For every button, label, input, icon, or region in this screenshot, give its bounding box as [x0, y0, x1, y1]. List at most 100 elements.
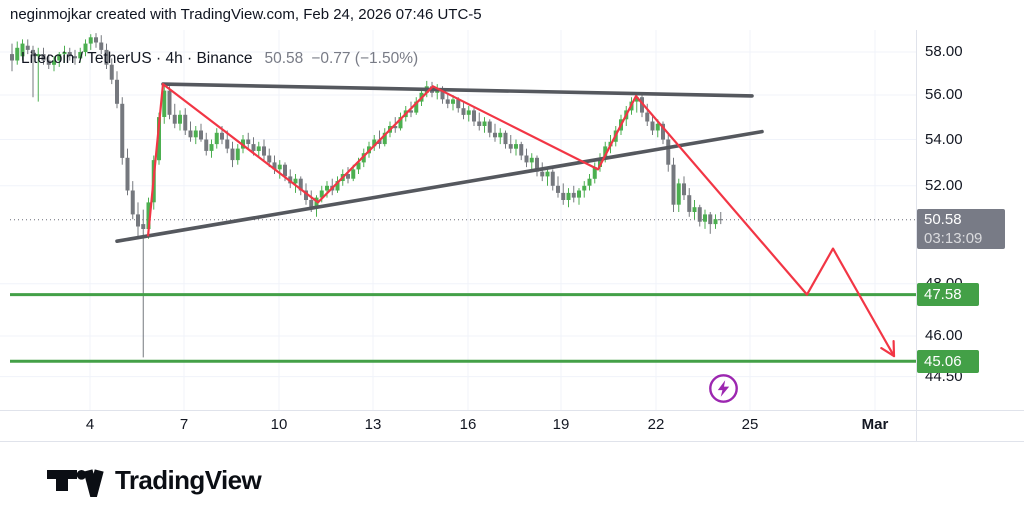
candle-body-down: [167, 90, 172, 115]
candle-body-down: [487, 121, 492, 133]
candle-body-down: [472, 110, 476, 122]
candle-body-up: [482, 121, 487, 126]
candle-body-up: [372, 139, 377, 147]
candle-body-down: [550, 171, 555, 186]
candle-body-up: [235, 148, 240, 161]
tradingview-logo-text: TradingView: [115, 465, 262, 495]
candle-body-down: [409, 110, 413, 113]
candle-body-down: [493, 132, 497, 138]
candle-body-down: [109, 64, 114, 80]
price-axis-label: 56.00: [925, 86, 963, 103]
candle-body-up: [529, 157, 534, 163]
candle-body-up: [83, 43, 88, 52]
candle-body-up: [692, 207, 697, 212]
support-level-badge: 47.58: [917, 283, 979, 306]
candle-body-down: [440, 88, 445, 100]
candle-body-up: [414, 101, 419, 113]
candle-body-down: [199, 130, 203, 140]
candle-body-up: [88, 37, 93, 44]
lightning-bolt-icon[interactable]: [708, 373, 739, 404]
candle-body-down: [393, 126, 398, 129]
candle-body-down: [73, 56, 77, 59]
candlestick-series: [10, 33, 723, 358]
candle-body-up: [598, 157, 602, 167]
current-price-value: 50.58: [924, 211, 962, 228]
candle-body-up: [57, 54, 62, 61]
tradingview-logo[interactable]: TradingView: [44, 465, 262, 501]
candle-body-down: [445, 99, 450, 104]
support-level-badge: 45.06: [917, 350, 979, 373]
candle-body-down: [524, 155, 529, 163]
candle-body-up: [466, 110, 471, 115]
candle-body-up: [78, 52, 83, 59]
candle-body-up: [193, 130, 198, 138]
time-axis-label: 16: [459, 416, 477, 433]
bar-countdown: 03:13:09: [924, 230, 983, 247]
time-axis-label: 22: [647, 416, 665, 433]
candle-body-up: [498, 132, 503, 138]
candle-body-down: [661, 123, 665, 140]
candle-body-down: [298, 178, 303, 191]
time-axis[interactable]: 4 7 10 13 16 19 22 25 Mar: [0, 410, 1024, 441]
candle-body-down: [645, 112, 650, 122]
candle-body-up: [703, 214, 707, 222]
candle-body-down: [230, 148, 235, 161]
candle-body-up: [157, 117, 161, 161]
candle-body-up: [361, 153, 366, 163]
candle-body-up: [214, 132, 219, 145]
candle-body-up: [325, 185, 329, 191]
candle-body-up: [451, 99, 455, 104]
candle-body-up: [319, 190, 324, 198]
candle-body-down: [718, 219, 723, 221]
time-axis-border: [0, 410, 1024, 411]
candle-body-up: [592, 167, 597, 179]
triangle-trendline-lower[interactable]: [115, 129, 764, 243]
candle-body-up: [351, 169, 356, 179]
candle-body-down: [141, 224, 146, 229]
candle-body-down: [283, 164, 287, 177]
symbol-title[interactable]: Litecoin / TetherUS · 4h · Binance: [21, 50, 253, 67]
candle-body-down: [708, 214, 713, 225]
time-axis-label: 10: [270, 416, 288, 433]
price-axis-label: 54.00: [925, 131, 963, 148]
candle-body-down: [556, 185, 560, 193]
candle-body-up: [178, 114, 182, 124]
candle-body-up: [52, 60, 56, 65]
candle-body-up: [545, 171, 550, 177]
candle-body-up: [277, 164, 282, 170]
candle-body-down: [130, 190, 135, 215]
candle-body-up: [20, 43, 25, 57]
candle-body-down: [346, 174, 350, 179]
candle-body-down: [10, 54, 14, 61]
candle-body-down: [183, 114, 188, 131]
candle-body-down: [671, 164, 676, 205]
candle-body-up: [36, 54, 41, 57]
candle-body-down: [535, 157, 539, 172]
candle-body-down: [519, 144, 524, 156]
candle-body-down: [225, 139, 230, 149]
candle-body-down: [115, 79, 119, 104]
candle-body-up: [335, 181, 340, 191]
triangle-trendline-upper[interactable]: [161, 82, 754, 98]
candle-body-up: [514, 144, 518, 149]
candle-body-down: [666, 139, 671, 165]
symbol-legend[interactable]: Litecoin / TetherUS · 4h · Binance 50.58−…: [21, 50, 418, 68]
candle-body-down: [94, 37, 98, 43]
projection-zigzag-line[interactable]: [146, 82, 895, 357]
candle-body-down: [246, 139, 251, 144]
legend-change: −0.77 (−1.50%): [311, 50, 419, 67]
candle-body-down: [571, 192, 576, 198]
lightning-icon-bolt: [717, 380, 730, 397]
time-axis-label: 25: [741, 416, 759, 433]
candle-body-down: [99, 42, 104, 50]
candle-body-down: [267, 155, 272, 163]
chart-bottom-border: [0, 441, 1024, 442]
candle-body-up: [293, 178, 298, 184]
candle-body-down: [262, 146, 266, 156]
candle-body-down: [125, 157, 130, 191]
price-axis-label: 52.00: [925, 177, 963, 194]
current-price-badge: 50.58 03:13:09: [917, 209, 1005, 249]
candle-body-up: [577, 190, 581, 198]
